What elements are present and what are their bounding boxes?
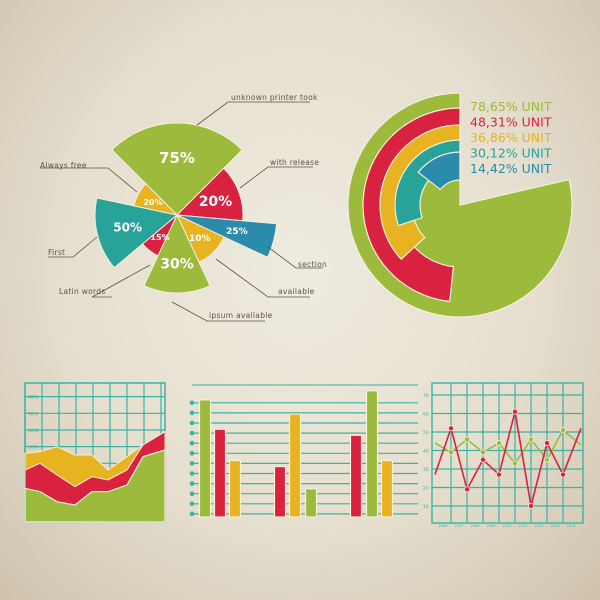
line-x-tick-label: 2008: [470, 524, 480, 528]
line-point-red: [495, 471, 502, 478]
area-y-tick-label: 70%: [28, 411, 39, 417]
rose-value-label-2: 25%: [226, 227, 248, 237]
bar-grid-dot: [189, 430, 195, 436]
rose-slice-0: [111, 122, 243, 216]
radial-legend-label-4: 14,42% UNIT: [470, 161, 552, 176]
line-y-tick-label: 60: [423, 412, 429, 418]
line-point-red: [463, 486, 470, 493]
line-x-tick-label: 2012: [534, 524, 543, 528]
line-y-tick-label: 10: [423, 504, 429, 510]
line-point-green: [512, 460, 519, 467]
line-x-tick-label: 2011: [518, 524, 527, 528]
rose-slice-6: [94, 197, 179, 269]
rose-leader-line-3: [215, 258, 310, 298]
bar-0-0: [198, 399, 212, 518]
rose-leader-line-6: [48, 236, 98, 258]
line-y-tick-label: 20: [423, 486, 429, 492]
rose-label-always-free: Always free: [40, 161, 87, 170]
line-point-green: [560, 427, 567, 434]
radial-legend-label-3: 30,12% UNIT: [470, 146, 552, 161]
line-point-green: [479, 449, 486, 456]
bar-grid-dot: [189, 400, 195, 406]
area-y-tick-label: 80%: [28, 395, 39, 401]
line-x-tick-label: 2013: [550, 524, 559, 528]
bar-grid-dot: [189, 511, 195, 517]
rose-label-first: First: [48, 248, 66, 257]
line-y-tick-label: 70: [423, 393, 429, 399]
bar-1-2: [304, 488, 318, 518]
line-point-red: [544, 440, 551, 447]
rose-value-label-5: 15%: [150, 233, 169, 242]
line-x-tick-label: 2014: [566, 524, 576, 528]
line-point-green: [528, 436, 535, 443]
line-y-tick-label: 40: [423, 449, 429, 455]
radial-arc-4: [417, 151, 461, 191]
bar-2-2: [380, 459, 394, 518]
rose-label-latin-words: Latin words: [59, 287, 106, 296]
bar-grid-dot: [189, 420, 195, 426]
bar-grid-dot: [189, 491, 195, 497]
rose-leader-line-1: [239, 166, 313, 189]
rose-value-label-4: 30%: [160, 256, 194, 272]
line-series-green: [434, 428, 582, 465]
rose-slice-4: [143, 213, 211, 294]
line-chart-frame: [431, 382, 584, 524]
bar-0-1: [213, 428, 227, 518]
bar-grid-dot: [189, 481, 195, 486]
bar-grid-dot: [189, 451, 195, 456]
rose-leader-line-0: [196, 101, 310, 126]
line-point-green: [463, 436, 470, 443]
rose-leader-line-2: [267, 246, 323, 269]
rose-value-label-1: 20%: [199, 194, 233, 210]
line-point-red: [479, 456, 486, 463]
area-series-green: [24, 449, 166, 523]
rose-slice-2: [176, 214, 278, 258]
rose-value-label-6: 50%: [113, 220, 142, 234]
rose-label-available: available: [278, 287, 315, 296]
radial-legend-label-0: 78,65% UNIT: [470, 99, 552, 114]
line-x-tick-label: 2006: [438, 524, 448, 528]
bar-grid-dot: [189, 440, 195, 446]
bar-grid-dot: [189, 471, 195, 476]
line-x-tick-label: 2010: [502, 524, 512, 528]
radial-legend-label-2: 36,86% UNIT: [470, 130, 552, 145]
rose-value-label-7: 20%: [143, 198, 162, 207]
rose-slice-7: [133, 183, 179, 216]
rose-value-label-3: 10%: [189, 234, 211, 244]
line-point-red: [512, 408, 519, 415]
rose-leader-line-5: [91, 264, 151, 298]
bar-grid-dot: [189, 461, 195, 466]
rose-value-label-0: 75%: [159, 149, 195, 167]
bar-grid-dot: [189, 501, 195, 507]
line-point-green: [495, 440, 502, 447]
line-x-tick-label: 2009: [486, 524, 496, 528]
rose-leader-line-4: [171, 301, 265, 322]
bar-2-1: [365, 390, 379, 518]
bar-0-2: [228, 459, 242, 518]
line-point-red: [560, 471, 567, 478]
bar-2-0: [349, 434, 363, 518]
rose-leader-line-7: [40, 167, 138, 193]
radial-legend-label-1: 48,31% UNIT: [470, 115, 552, 130]
rose-slice-1: [175, 167, 244, 222]
rose-label-with-release: with release: [270, 158, 320, 167]
bar-grid-dot: [189, 410, 195, 416]
line-point-green: [447, 449, 454, 456]
line-point-green: [544, 456, 551, 463]
rose-label-section: section: [298, 260, 328, 269]
rose-label-unknown-printer-took: unknown printer took: [231, 93, 318, 102]
area-y-tick-label: 60%: [28, 428, 39, 434]
rose-label-ipsum-available: ipsum available: [209, 311, 273, 320]
area-y-tick-label: 50%: [28, 445, 39, 451]
line-x-tick-label: 2007: [454, 524, 463, 528]
line-series-red: [434, 411, 582, 507]
bar-1-0: [273, 465, 287, 518]
bar-1-1: [288, 413, 302, 518]
line-point-red: [447, 425, 454, 432]
line-point-red: [528, 502, 535, 509]
line-y-tick-label: 50: [423, 430, 429, 436]
line-y-tick-label: 30: [423, 467, 429, 473]
